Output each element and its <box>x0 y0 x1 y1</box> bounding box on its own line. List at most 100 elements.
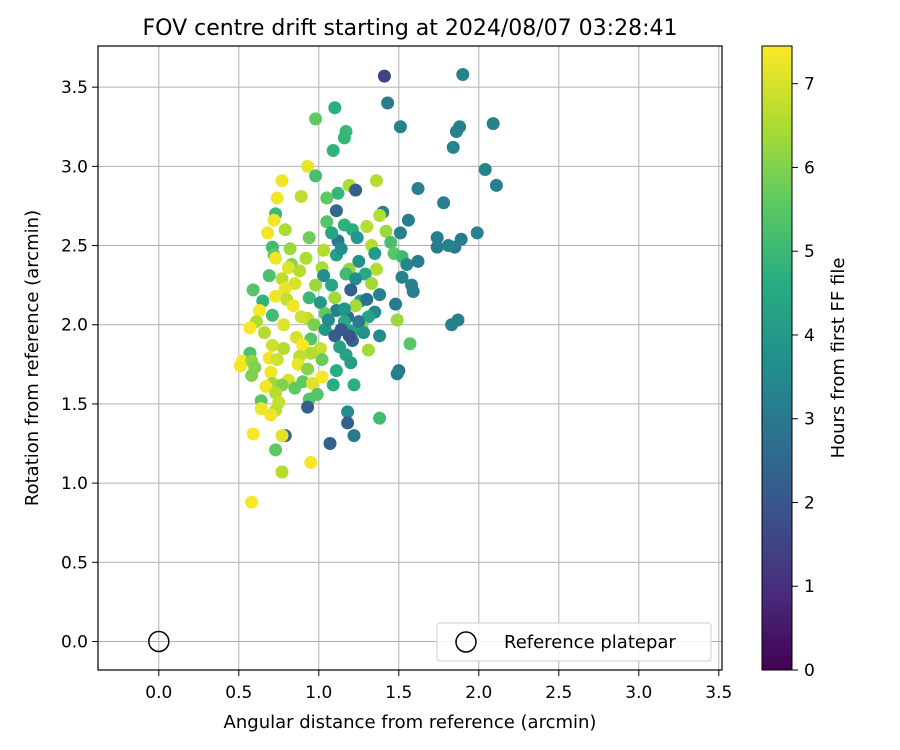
chart-title: FOV centre drift starting at 2024/08/07 … <box>143 16 678 41</box>
data-point <box>326 144 340 158</box>
data-point <box>350 231 364 245</box>
colorbar-tick-label: 2 <box>804 493 815 513</box>
data-point <box>261 226 275 240</box>
data-point <box>349 299 363 313</box>
colorbar-tick-label: 3 <box>804 410 815 430</box>
data-point <box>445 318 459 332</box>
x-axis-label: Angular distance from reference (arcmin) <box>224 712 597 733</box>
data-point <box>334 242 348 256</box>
data-point <box>344 356 358 370</box>
data-point <box>384 235 398 249</box>
x-tick-label: 2.5 <box>545 683 572 703</box>
data-point <box>446 140 460 154</box>
data-point <box>390 313 404 327</box>
data-point <box>264 365 278 379</box>
data-point <box>246 427 260 441</box>
colorbar-tick-label: 4 <box>804 326 815 346</box>
plot-frame <box>97 45 723 671</box>
data-point <box>401 213 415 227</box>
data-point <box>275 174 289 188</box>
data-point <box>352 315 366 329</box>
y-tick-label: 2.5 <box>61 237 88 257</box>
data-point <box>489 178 503 192</box>
colorbar-gradient <box>761 45 793 671</box>
x-tick-label: 2.0 <box>465 683 492 703</box>
data-point <box>296 338 310 352</box>
data-point <box>281 261 295 275</box>
data-point <box>344 283 358 297</box>
data-point <box>320 215 334 229</box>
data-point <box>411 182 425 196</box>
data-point <box>341 416 355 430</box>
colorbar: 0 1 2 3 4 5 6 7 Hours from first FF file <box>761 45 849 681</box>
reference-platepar-marker <box>148 630 170 653</box>
data-point <box>342 329 356 343</box>
colorbar-label: Hours from first FF file <box>828 258 849 459</box>
data-point <box>403 337 417 351</box>
data-point <box>339 267 353 281</box>
data-point <box>325 278 339 292</box>
legend-marker-icon <box>455 631 477 653</box>
data-point <box>313 296 327 310</box>
data-point <box>329 204 343 218</box>
data-point <box>349 183 363 197</box>
x-tick-label: 3.5 <box>705 683 732 703</box>
y-tick-label: 1.0 <box>61 474 88 494</box>
data-point <box>270 191 284 205</box>
data-point <box>277 341 291 355</box>
data-point <box>373 208 387 222</box>
data-point <box>369 262 383 276</box>
colorbar-tick-label: 1 <box>804 577 815 597</box>
data-point <box>361 343 375 357</box>
y-tick-label: 0.5 <box>61 553 88 573</box>
y-tick-label: 0.0 <box>61 632 88 652</box>
data-point <box>323 437 337 451</box>
data-point <box>283 242 297 256</box>
x-tick-label: 1.0 <box>305 683 332 703</box>
data-point <box>341 405 355 419</box>
data-point <box>470 226 484 240</box>
colorbar-tick-label: 0 <box>804 661 815 681</box>
data-point <box>262 269 276 283</box>
data-point <box>389 297 403 311</box>
colorbar-tick-label: 6 <box>804 158 815 178</box>
data-point <box>400 258 414 272</box>
x-tick-label: 0.0 <box>145 683 172 703</box>
data-point <box>275 465 289 479</box>
data-point <box>291 357 305 371</box>
data-point <box>257 326 271 340</box>
data-point <box>259 380 273 394</box>
data-point <box>321 313 335 327</box>
data-point <box>293 264 307 278</box>
data-point <box>360 292 374 306</box>
data-point <box>307 318 321 332</box>
data-point <box>269 289 283 303</box>
data-point <box>286 299 300 313</box>
data-point <box>277 318 291 332</box>
data-point <box>267 213 281 227</box>
data-point <box>302 231 316 245</box>
data-point <box>275 429 289 443</box>
data-point <box>393 120 407 134</box>
grid-lines <box>98 46 722 670</box>
data-point <box>301 159 315 173</box>
data-point <box>430 231 444 245</box>
data-point <box>309 278 323 292</box>
data-point <box>393 226 407 240</box>
data-point <box>430 240 444 254</box>
data-point <box>246 283 260 297</box>
colorbar-tick-label: 7 <box>804 75 815 95</box>
x-tick-label: 1.5 <box>385 683 412 703</box>
data-point <box>352 254 366 268</box>
y-tick-label: 3.5 <box>61 78 88 98</box>
data-point <box>301 400 315 414</box>
data-point <box>395 270 409 284</box>
data-point <box>278 223 292 237</box>
data-point <box>288 277 302 291</box>
data-point <box>233 359 247 373</box>
data-point <box>294 189 308 203</box>
data-point <box>243 321 257 335</box>
data-point <box>390 367 404 381</box>
data-point <box>437 196 451 210</box>
